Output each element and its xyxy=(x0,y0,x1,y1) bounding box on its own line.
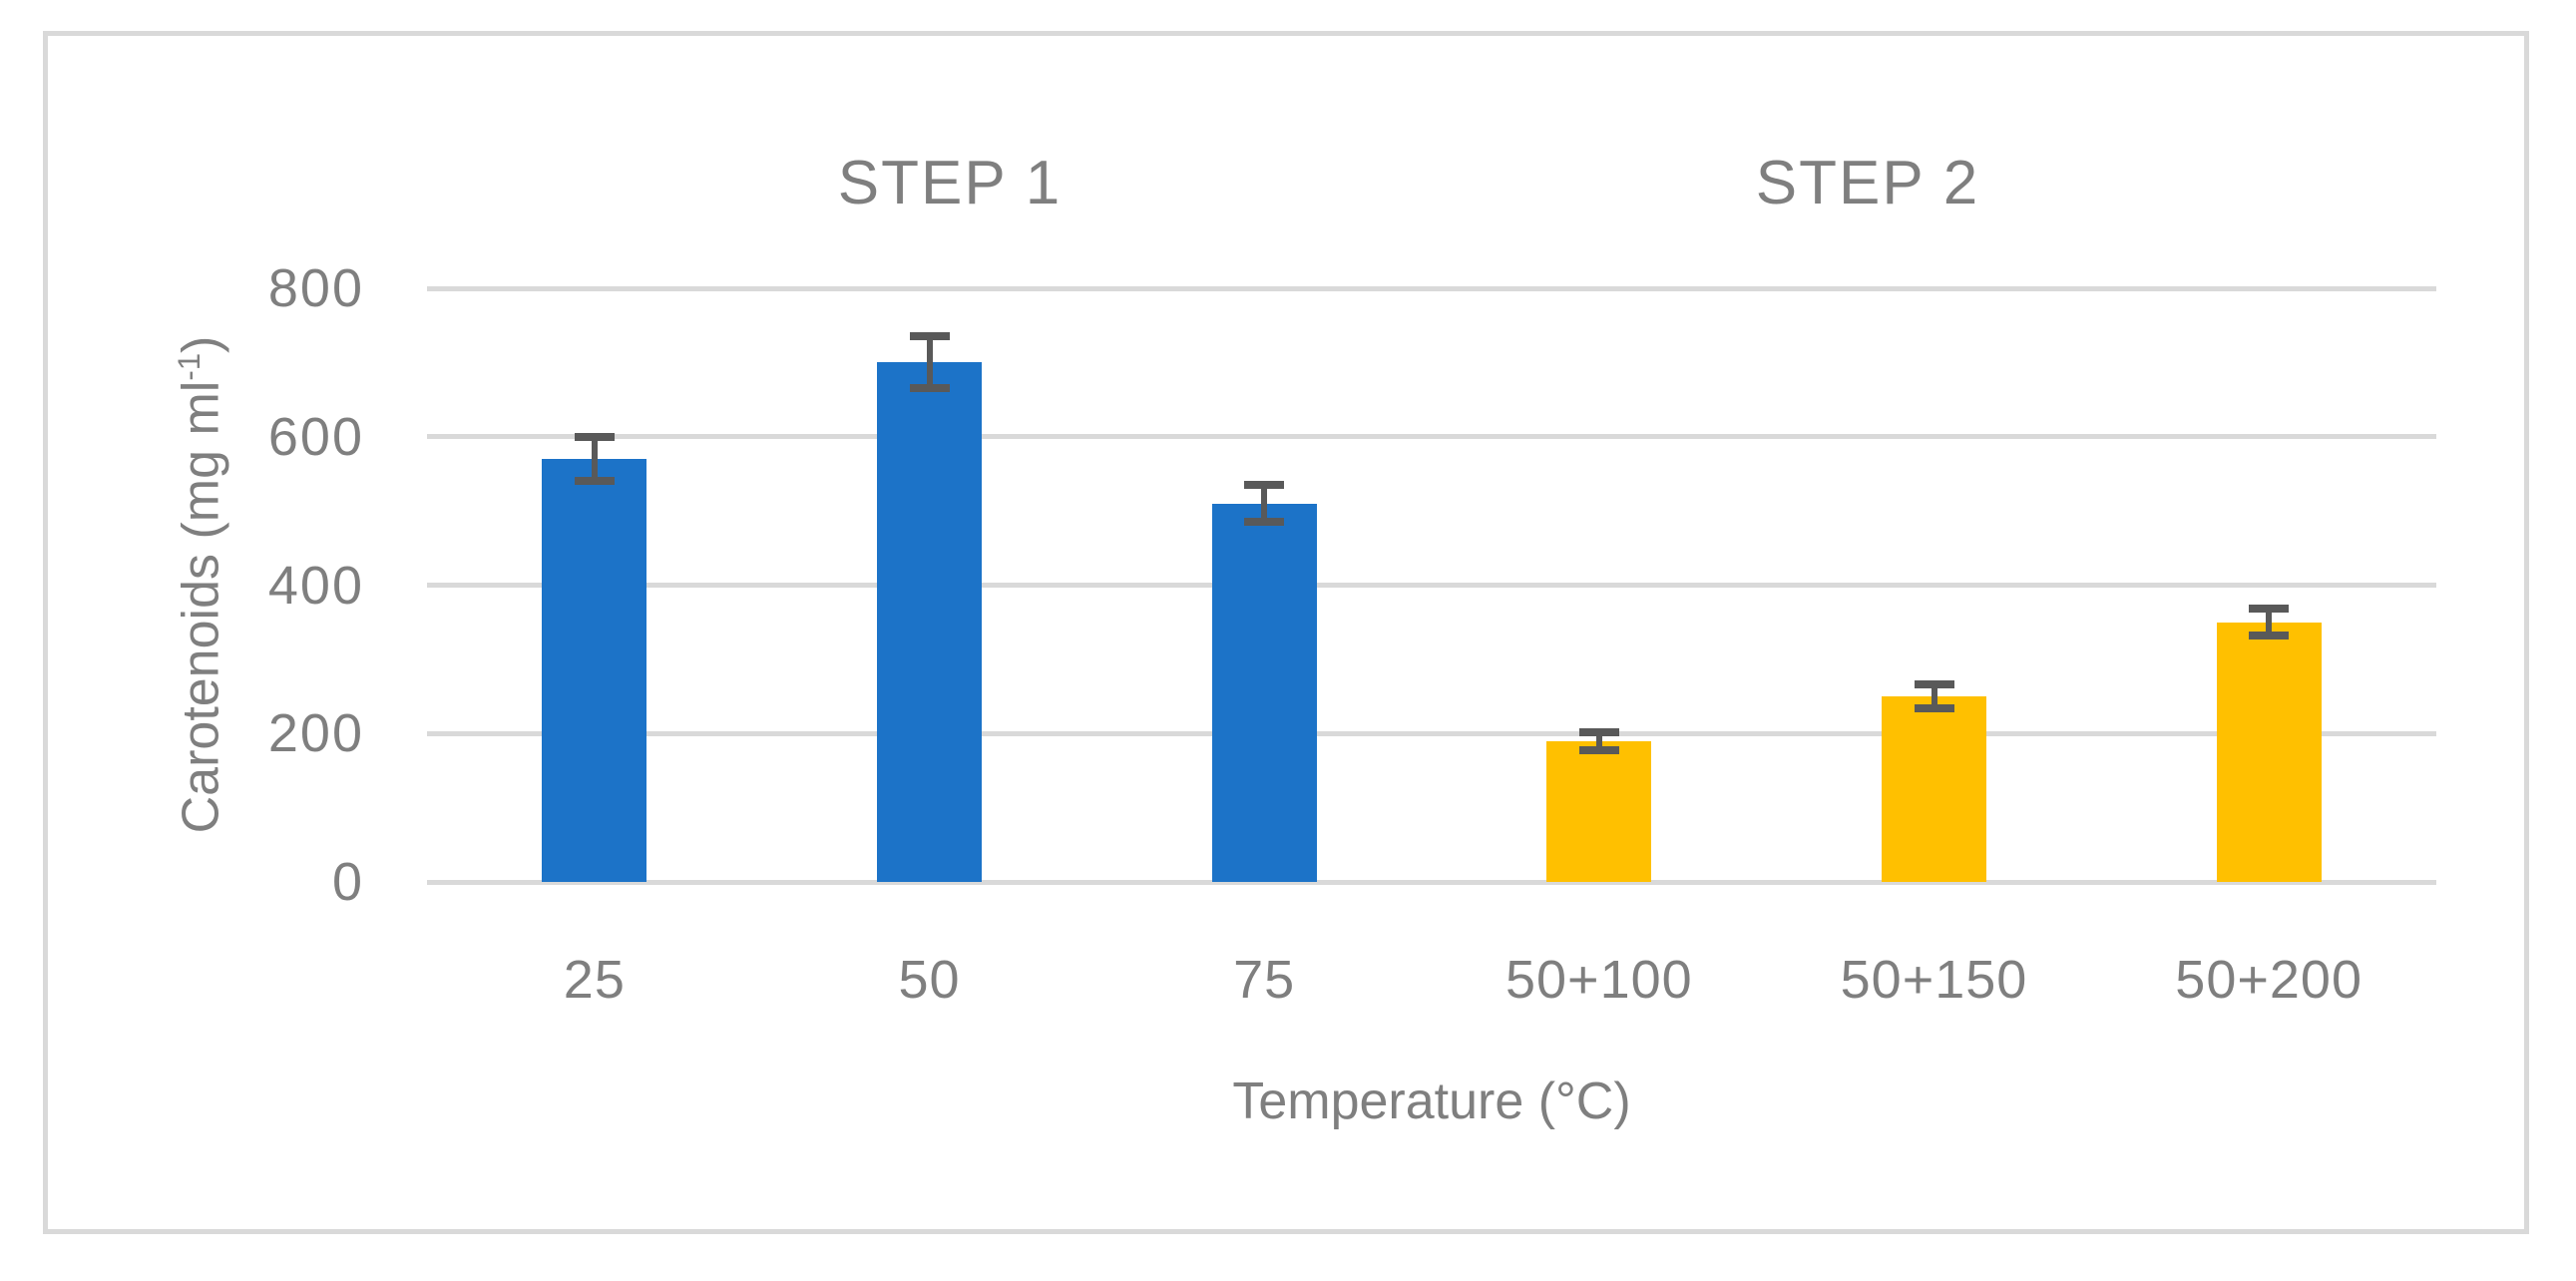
error-bar-cap-top-50+150 xyxy=(1914,680,1954,689)
y-tick-label-600: 600 xyxy=(267,406,364,467)
x-tick-label-50+150: 50+150 xyxy=(1840,950,2028,1010)
bar-50+150 xyxy=(1882,696,1986,882)
gridline-600 xyxy=(427,434,2436,440)
step2-group-label: STEP 2 xyxy=(1755,149,1980,217)
error-bar-cap-top-75 xyxy=(1244,481,1285,490)
error-bar-cap-top-50+100 xyxy=(1578,727,1619,736)
x-tick-label-50+200: 50+200 xyxy=(2175,950,2362,1010)
error-bar-cap-top-50+200 xyxy=(2249,605,2290,614)
error-bar-75 xyxy=(1261,485,1268,523)
error-bar-cap-bottom-50+100 xyxy=(1578,745,1619,754)
gridline-200 xyxy=(427,730,2436,736)
gridline-800 xyxy=(427,285,2436,291)
error-bar-50+150 xyxy=(1931,684,1937,708)
y-axis-title-suffix: ) xyxy=(172,335,230,353)
step1-group-label: STEP 1 xyxy=(837,149,1063,217)
error-bar-50 xyxy=(926,336,933,389)
y-tick-label-800: 800 xyxy=(267,258,364,318)
y-tick-label-400: 400 xyxy=(267,555,364,616)
x-tick-label-50: 50 xyxy=(898,950,961,1010)
error-bar-cap-bottom-50 xyxy=(909,384,950,393)
y-axis-title-superscript: -1 xyxy=(172,352,207,381)
bar-25 xyxy=(542,459,647,882)
error-bar-cap-bottom-25 xyxy=(574,477,615,486)
error-bar-cap-bottom-50+200 xyxy=(2249,632,2290,640)
error-bar-50+100 xyxy=(1595,731,1602,750)
bar-50 xyxy=(877,362,982,882)
gridline-0 xyxy=(427,879,2436,885)
bar-75 xyxy=(1211,503,1317,882)
y-tick-label-200: 200 xyxy=(267,703,364,764)
gridline-400 xyxy=(427,583,2436,588)
error-bar-cap-bottom-50+150 xyxy=(1914,703,1954,712)
chart-figure: STEP 1 STEP 2 Carotenoids (mg ml-1) Temp… xyxy=(43,31,2529,1234)
error-bar-cap-top-50 xyxy=(909,332,950,341)
x-tick-label-50+100: 50+100 xyxy=(1504,950,1693,1010)
error-bar-25 xyxy=(591,436,598,482)
error-bar-cap-top-25 xyxy=(574,432,615,441)
x-axis-title: Temperature (°C) xyxy=(1232,1072,1631,1130)
bar-50+200 xyxy=(2216,622,2322,882)
x-tick-label-75: 75 xyxy=(1233,950,1296,1010)
error-bar-cap-bottom-75 xyxy=(1244,518,1285,527)
x-tick-label-25: 25 xyxy=(563,950,626,1010)
y-tick-label-0: 0 xyxy=(331,852,364,912)
bar-50+100 xyxy=(1546,740,1652,882)
error-bar-50+200 xyxy=(2266,609,2273,637)
